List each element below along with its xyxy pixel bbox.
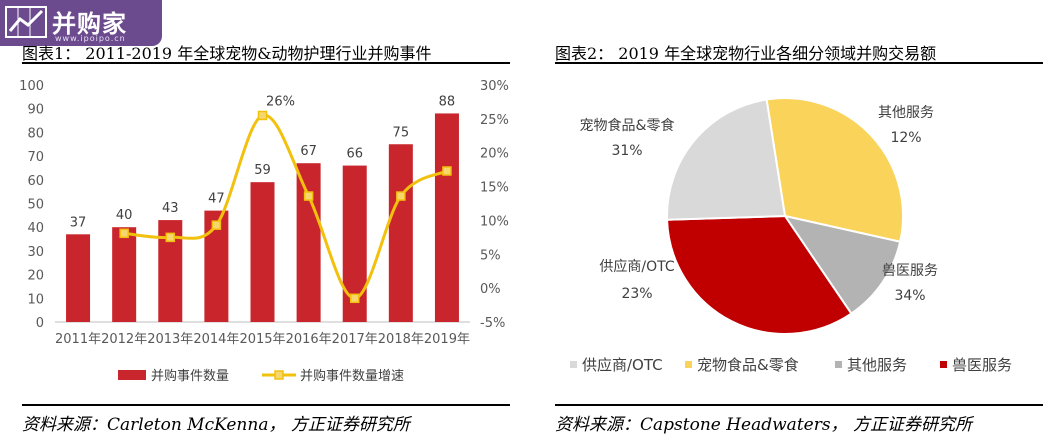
legend-label-bars: 并购事件数量: [151, 368, 229, 384]
legend-label: 兽医服务: [952, 356, 1012, 374]
left-axis-tick-label: 30: [27, 245, 44, 260]
chart-logo-icon: [5, 6, 47, 38]
bar-value-label: 37: [70, 215, 87, 230]
x-axis-tick-label: 2019年: [424, 332, 470, 347]
right-axis-tick-label: 0%: [480, 282, 501, 297]
growth-marker: [396, 191, 406, 201]
x-axis-tick-label: 2014年: [193, 332, 239, 347]
legend-marker-line: [274, 370, 284, 380]
right-axis-tick-label: 25%: [480, 113, 509, 128]
pie-slice-percent: 12%: [890, 130, 921, 146]
growth-marker: [211, 220, 222, 230]
legend-swatch: [835, 361, 842, 368]
x-axis-tick-label: 2013年: [147, 332, 193, 347]
left-axis-tick-label: 100: [19, 79, 44, 94]
right-title-rule: [555, 62, 1043, 64]
right-source-rule: [555, 404, 1043, 406]
legend-swatch-bars: [118, 370, 146, 380]
growth-data-label: 26%: [266, 94, 295, 109]
growth-marker: [165, 232, 176, 243]
bar-value-label: 66: [346, 147, 363, 162]
left-axis-tick-label: 60: [27, 174, 44, 189]
bar-value-label: 59: [254, 163, 271, 178]
left-title-rule: [22, 62, 510, 64]
right-axis-tick-label: 15%: [480, 181, 509, 196]
legend-swatch: [685, 361, 692, 368]
pie-slice: [666, 214, 853, 335]
left-axis-tick-label: 40: [27, 221, 44, 236]
pie-slice: [666, 98, 787, 221]
left-axis-tick-label: 20: [27, 269, 44, 284]
left-axis-tick-label: 80: [27, 126, 44, 141]
left-axis-tick-label: 70: [27, 150, 44, 165]
bar-line-chart: 0 10 20 30 40 50 60 70 80 90 100 -5% 0% 5% 10% 15% 20% 25…: [19, 79, 509, 384]
left-chart-title: 图表1： 2011-2019 年全球宠物&动物护理行业并购事件: [22, 44, 432, 63]
growth-marker: [442, 166, 452, 176]
right-axis-tick-label: 5%: [480, 248, 501, 263]
legend-label-line: 并购事件数量增速: [300, 368, 404, 384]
x-axis-tick-label: 2011年: [55, 332, 101, 347]
pie-slice: [765, 97, 904, 243]
right-axis-tick-label: 10%: [480, 214, 509, 229]
growth-marker: [303, 191, 314, 201]
left-axis-tick-label: 0: [36, 316, 44, 331]
bar: [388, 144, 413, 322]
right-chart-title: 图表2： 2019 年全球宠物行业各细分领域并购交易额: [555, 44, 937, 63]
right-axis-tick-label: -5%: [480, 316, 505, 331]
pie-slice-percent: 31%: [611, 143, 642, 159]
pie-slice-label: 宠物食品&零食: [580, 117, 675, 134]
x-axis-tick-label: 2018年: [378, 332, 424, 347]
legend-label: 其他服务: [847, 356, 907, 374]
pie-slice-label: 供应商/OTC: [599, 258, 674, 275]
pie-slice-percent: 23%: [621, 286, 652, 302]
pie-slice-percent: 34%: [894, 288, 925, 304]
pie-slice: [782, 214, 902, 315]
bar-value-label: 47: [208, 192, 225, 207]
legend-label: 供应商/OTC: [582, 356, 663, 374]
growth-line: [124, 113, 448, 300]
bar: [112, 227, 137, 322]
bar-value-label: 43: [162, 201, 179, 216]
legend-label: 宠物食品&零食: [697, 356, 799, 374]
bar-value-label: 40: [116, 208, 133, 223]
bar-value-label: 88: [439, 94, 456, 109]
watermark-logo: 并购家 www.ipoipo.cn: [0, 0, 162, 46]
left-source-rule: [22, 404, 510, 406]
left-axis-tick-label: 50: [27, 198, 44, 213]
legend-swatch: [570, 361, 577, 368]
watermark-text: 并购家: [52, 10, 127, 38]
legend-swatch: [940, 361, 947, 368]
pie-slice-label: 其他服务: [878, 105, 934, 121]
right-source-note: 资料来源：Capstone Headwaters， 方正证券研究所: [555, 415, 972, 435]
growth-marker: [119, 228, 129, 239]
x-axis-tick-label: 2017年: [332, 332, 378, 347]
growth-marker: [257, 110, 268, 121]
bar: [434, 113, 459, 322]
right-axis-tick-label: 20%: [480, 147, 509, 162]
left-source-note: 资料来源：Carleton McKenna， 方正证券研究所: [22, 415, 410, 435]
bar: [66, 234, 91, 322]
watermark-url: www.ipoipo.cn: [55, 34, 126, 43]
bar: [250, 182, 275, 322]
left-axis-tick-label: 10: [27, 292, 44, 307]
x-axis-tick-label: 2016年: [286, 332, 332, 347]
bar: [296, 163, 321, 322]
x-axis-tick-label: 2012年: [101, 332, 147, 347]
left-axis-tick-label: 90: [27, 103, 44, 118]
bar-value-label: 67: [300, 144, 317, 159]
pie-chart: 供应商/OTC 23% 宠物食品&零食 31% 其他服务 12% 兽医服务 34% 供应商/OT…: [570, 97, 1012, 374]
pie-slice-label: 兽医服务: [882, 263, 938, 279]
right-axis-tick-label: 30%: [480, 79, 509, 94]
growth-marker: [349, 293, 360, 304]
x-axis-tick-label: 2015年: [239, 332, 285, 347]
bar-value-label: 75: [393, 125, 410, 140]
